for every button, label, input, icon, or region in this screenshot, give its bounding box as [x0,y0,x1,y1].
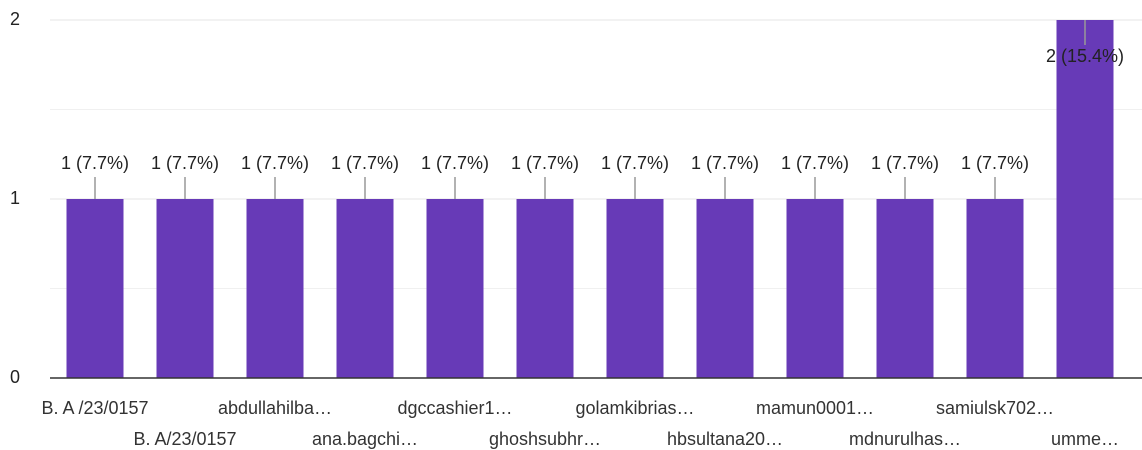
x-tick-label: ana.bagchi… [312,429,418,449]
bar [426,199,484,378]
x-tick-label: B. A /23/0157 [41,398,148,418]
value-label: 1 (7.7%) [331,153,399,173]
value-label: 1 (7.7%) [61,153,129,173]
bar [516,199,574,378]
x-tick-label: samiulsk702… [936,398,1054,418]
y-tick-label: 0 [10,367,20,387]
value-label: 1 (7.7%) [421,153,489,173]
bar [66,199,124,378]
bar [966,199,1024,378]
bar [1056,20,1114,378]
value-label: 1 (7.7%) [961,153,1029,173]
x-tick-label: golamkibrias… [575,398,694,418]
x-tick-label: umme… [1051,429,1119,449]
x-tick-label: dgccashier1… [397,398,512,418]
x-tick-label: mamun0001… [756,398,874,418]
x-tick-label: abdullahilba… [218,398,332,418]
bar [156,199,214,378]
y-tick-label: 2 [10,9,20,29]
value-label: 1 (7.7%) [151,153,219,173]
x-tick-label: ghoshsubhr… [489,429,601,449]
bar [246,199,304,378]
bar [606,199,664,378]
y-tick-label: 1 [10,188,20,208]
x-tick-label: mdnurulhas… [849,429,961,449]
value-label: 1 (7.7%) [241,153,309,173]
value-label: 1 (7.7%) [781,153,849,173]
bar [786,199,844,378]
bar [336,199,394,378]
value-label: 1 (7.7%) [691,153,759,173]
value-label: 2 (15.4%) [1046,46,1124,66]
x-tick-label: hbsultana20… [667,429,783,449]
value-label: 1 (7.7%) [871,153,939,173]
value-label: 1 (7.7%) [601,153,669,173]
value-label: 1 (7.7%) [511,153,579,173]
bar [696,199,754,378]
bar [876,199,934,378]
x-tick-label: B. A/23/0157 [133,429,236,449]
